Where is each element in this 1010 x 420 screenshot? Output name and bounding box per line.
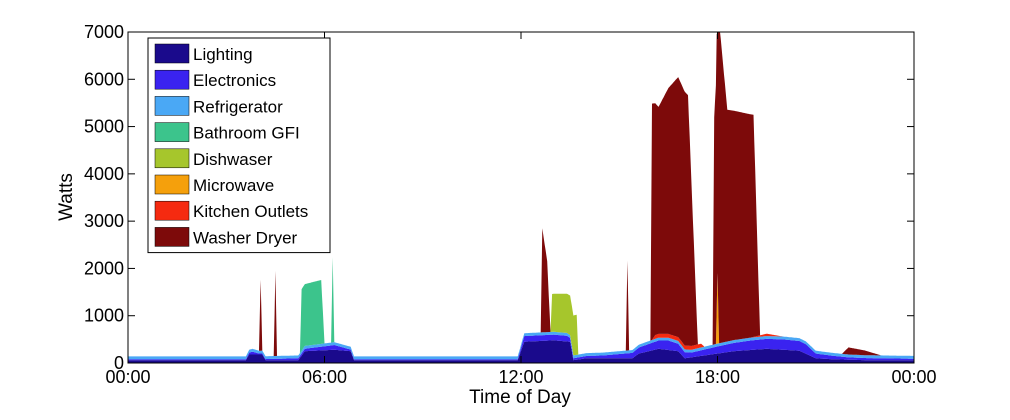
legend-label: Lighting <box>193 45 253 64</box>
x-tick-label: 06:00 <box>302 367 347 387</box>
legend-swatch <box>154 96 190 116</box>
y-tick-label: 6000 <box>84 69 124 89</box>
y-tick-label: 7000 <box>84 22 124 42</box>
legend: Lighting Electronics Refrigerator Bathroom … <box>147 37 331 254</box>
y-tick-label: 0 <box>114 353 124 373</box>
x-tick-label: 00:00 <box>105 367 150 387</box>
legend-label: Bathroom GFI <box>193 124 300 143</box>
legend-label: Microwave <box>193 176 274 195</box>
area-washer-dryer <box>128 32 914 357</box>
x-tick-label: 18:00 <box>695 367 740 387</box>
y-tick-label: 1000 <box>84 306 124 326</box>
legend-swatch <box>154 69 190 90</box>
y-tick-label: 2000 <box>84 258 124 278</box>
legend-label: Kitchen Outlets <box>193 202 308 221</box>
x-tick-label: 00:00 <box>891 367 936 387</box>
legend-swatch <box>154 174 190 195</box>
y-tick-label: 5000 <box>84 117 124 137</box>
y-axis-ticks: 0 1000 2000 3000 4000 5000 6000 7000 <box>84 22 914 373</box>
legend-swatch <box>154 200 190 221</box>
legend-swatch <box>154 43 190 64</box>
y-tick-label: 4000 <box>84 164 124 184</box>
legend-label: Dishwaser <box>193 150 273 169</box>
legend-swatch <box>154 148 190 169</box>
x-axis-label: Time of Day <box>469 387 571 408</box>
legend-label: Electronics <box>193 71 276 90</box>
x-tick-label: 12:00 <box>498 367 543 387</box>
legend-swatch <box>154 227 190 247</box>
x-axis-ticks: 00:00 06:00 12:00 18:00 00:00 <box>105 32 937 387</box>
area-refrigerator <box>128 331 914 360</box>
area-microwave <box>128 257 914 357</box>
legend-label: Refrigerator <box>193 97 283 116</box>
y-tick-label: 3000 <box>84 211 124 231</box>
legend-swatch <box>154 122 190 142</box>
y-axis-label: Watts <box>56 173 77 221</box>
legend-label: Washer Dryer <box>193 228 298 247</box>
area-electronics <box>128 334 914 361</box>
